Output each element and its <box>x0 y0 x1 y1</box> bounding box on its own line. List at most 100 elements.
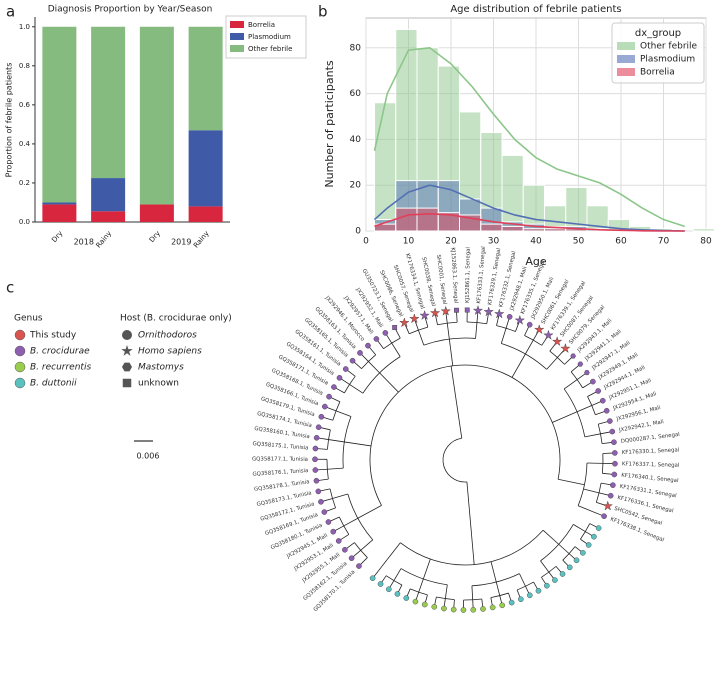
tip-label: KF176337.1, Senegal <box>622 461 680 468</box>
tip-marker <box>535 587 542 594</box>
y-tick-label: 0.0 <box>19 218 30 226</box>
bar-segment <box>188 130 223 207</box>
x-tick-label: 50 <box>573 237 585 247</box>
branch <box>360 539 374 551</box>
tip-marker <box>330 528 337 535</box>
tip-marker <box>607 492 614 499</box>
tip-marker <box>591 533 597 540</box>
branch <box>557 478 585 486</box>
branch <box>466 481 475 565</box>
tip-marker <box>342 546 348 553</box>
tip-marker <box>313 477 320 484</box>
tip-marker <box>534 324 545 335</box>
tip-marker <box>559 571 566 577</box>
branch <box>347 493 374 541</box>
tip-marker <box>609 428 616 435</box>
branch <box>344 376 356 394</box>
legend-swatch <box>617 55 635 63</box>
x-tick-label: Dry <box>50 229 64 244</box>
branch <box>338 516 350 535</box>
hist-bar <box>692 228 714 232</box>
branch <box>409 326 428 335</box>
tip-marker <box>470 606 477 613</box>
bar-segment <box>42 204 77 222</box>
hist-bar <box>416 207 439 232</box>
tip-marker <box>326 393 332 400</box>
tip-label: SHC0001, Senegal <box>435 254 447 304</box>
tip-marker <box>373 336 380 342</box>
tip-marker <box>382 330 389 336</box>
tip-marker <box>570 353 576 359</box>
tip-marker <box>518 596 524 603</box>
branch <box>471 573 520 587</box>
legend-swatch <box>230 21 244 28</box>
tip-marker <box>506 313 513 320</box>
branch <box>391 342 401 357</box>
tip-marker <box>318 413 325 420</box>
tip-marker <box>431 604 438 610</box>
chart-title: Age distribution of febrile patients <box>450 4 621 15</box>
tip-marker <box>472 305 484 315</box>
tip-marker <box>312 467 319 473</box>
legend-title: Host (B. crocidurae only) <box>120 314 232 324</box>
group-label: 2018 <box>74 238 94 247</box>
legend-swatch <box>617 42 635 50</box>
branch <box>542 529 559 545</box>
bar-segment <box>91 211 126 222</box>
branch <box>326 459 329 480</box>
x-axis-label: Age <box>525 255 547 268</box>
x-tick-label: 20 <box>445 237 457 247</box>
tip-marker <box>394 591 401 597</box>
kde-line <box>373 184 685 232</box>
branch <box>576 405 592 413</box>
tip-marker <box>607 418 613 424</box>
hist-bar <box>374 102 397 232</box>
legend-title: Genus <box>14 314 43 324</box>
tip-marker <box>551 336 563 347</box>
tip-marker <box>412 598 419 605</box>
bar-segment <box>91 178 126 212</box>
tip-marker <box>494 308 505 319</box>
legend-marker <box>14 361 26 373</box>
branch <box>490 592 509 598</box>
hist-bar <box>501 154 524 232</box>
branch <box>354 542 368 558</box>
legend-label: unknown <box>138 379 179 389</box>
tip-marker <box>331 384 337 390</box>
tip-marker <box>544 582 550 589</box>
tip-marker <box>365 342 371 349</box>
legend-label: B. duttonii <box>30 379 77 389</box>
tip-marker <box>399 317 410 328</box>
kde-line <box>373 46 685 228</box>
y-axis-label: Number of participants <box>323 60 336 188</box>
legend-label: Other febrile <box>640 42 698 52</box>
branch <box>329 488 336 509</box>
legend-marker <box>122 378 132 388</box>
legend-marker <box>14 329 26 341</box>
tip-marker <box>612 450 618 456</box>
legend-label: B. crocidurae <box>30 347 90 357</box>
branch <box>327 467 344 470</box>
branch <box>448 338 454 366</box>
tip-marker <box>321 509 328 515</box>
tip-marker <box>409 313 420 324</box>
tip-marker <box>318 499 324 505</box>
x-tick-label: 10 <box>403 237 415 247</box>
panel-label: a <box>6 3 15 21</box>
legend-label: This study <box>29 331 77 341</box>
y-tick-label: 0.2 <box>19 179 30 187</box>
branch <box>549 350 565 365</box>
tip-marker <box>603 407 610 414</box>
tip-marker <box>357 350 363 356</box>
legend-marker <box>122 362 132 372</box>
bar-segment <box>139 26 174 205</box>
branch <box>444 584 448 599</box>
branch <box>584 433 601 438</box>
branch <box>393 568 402 581</box>
tip-label: KF176330.1, Senegal <box>622 447 680 456</box>
tip-marker <box>577 361 584 367</box>
legend-label: Ornithodoros <box>138 331 197 341</box>
tip-marker <box>601 513 607 519</box>
branch <box>379 372 399 393</box>
